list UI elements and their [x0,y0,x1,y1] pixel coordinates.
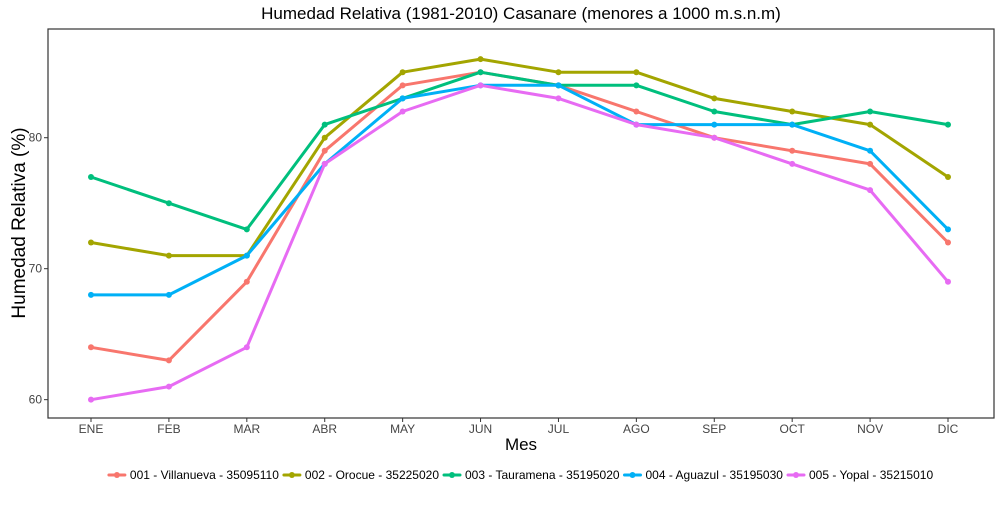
data-point [945,239,951,246]
legend-label: 003 - Tauramena - 35195020 [465,468,620,482]
data-point [243,344,250,351]
data-point [711,134,718,141]
legend-key-point [113,472,120,478]
data-point [477,69,484,76]
x-tick-label: ABR [312,422,337,436]
data-point [399,108,406,115]
data-point [477,82,484,89]
series-line [89,83,950,402]
legend-label: 004 - Aguazul - 35195030 [646,468,784,482]
data-point [88,396,94,403]
x-tick-label: MAY [390,422,415,436]
x-tick-label: NOV [857,422,883,436]
data-point [243,226,250,233]
data-point [243,278,250,285]
x-tick-label: JUL [548,422,570,436]
data-point [555,69,562,76]
data-point [789,121,796,128]
legend-key-point [288,472,295,478]
data-point [399,95,406,102]
data-point [789,147,796,154]
data-point [165,357,172,364]
x-tick-label: JUN [469,422,492,436]
data-point [165,252,172,259]
series-layer [88,56,951,403]
data-point [711,108,718,115]
legend-item: 002 - Orocue - 35225020 [282,468,439,482]
x-tick-label: AGO [623,422,650,436]
axis-layer: ENE FEB MAR ABR MAY JUN JUL AGO SEP OCT NOV DIC 60 70… [29,131,959,436]
chart-title: Humedad Relativa (1981-2010) Casanare (m… [261,4,781,23]
data-point [88,291,94,298]
x-tick-label: FEB [157,422,180,436]
legend-item: 004 - Aguazul - 35195030 [623,468,784,482]
data-point [867,160,874,167]
y-tick-label: 60 [29,393,43,407]
data-point [789,108,796,115]
data-point [945,226,951,233]
data-point [321,147,328,154]
data-point [88,174,94,181]
data-point [633,121,640,128]
x-tick-label: SEP [702,422,726,436]
data-point [88,344,94,351]
legend-key-point [449,472,455,478]
legend-key-point [793,472,799,478]
data-point [633,69,640,76]
data-point [399,69,406,76]
data-point [867,108,874,115]
x-axis-title: Mes [505,435,537,454]
legend-item: 005 - Yopal - 35215010 [786,468,933,482]
data-point [88,239,94,246]
x-tick-label: MAR [233,422,260,436]
data-point [789,160,796,167]
data-point [945,121,951,128]
data-point [945,278,951,285]
data-point [867,147,874,154]
y-tick-label: 80 [29,131,43,145]
series-line [89,70,950,231]
legend-label: 005 - Yopal - 35215010 [809,468,933,482]
legend-key-point [629,472,636,478]
legend-label: 002 - Orocue - 35225020 [305,468,439,482]
data-point [867,187,874,194]
y-tick-label: 70 [29,262,43,276]
series-line [89,57,950,258]
data-point [165,291,172,298]
data-point [399,82,406,89]
data-point [555,82,562,89]
data-point [477,56,484,63]
data-point [243,252,250,259]
legend-item: 003 - Tauramena - 35195020 [442,468,620,482]
series-line [89,83,950,297]
data-point [867,121,874,128]
series-2 [88,56,951,259]
data-point [711,121,718,128]
data-point [945,174,951,181]
y-axis-title: Humedad Relativa (%) [9,127,30,318]
data-point [555,95,562,102]
x-tick-label: OCT [780,422,806,436]
x-tick-label: ENE [79,422,104,436]
data-point [165,383,172,390]
data-point [321,134,328,141]
data-point [321,160,328,167]
data-point [711,95,718,102]
series-5 [88,82,951,403]
x-tick-label: DIC [938,422,959,436]
data-point [633,82,640,89]
data-point [165,200,172,207]
legend-label: 001 - Villanueva - 35095110 [130,468,279,482]
plot-panel [47,28,995,419]
legend-item: 001 - Villanueva - 35095110 [107,468,279,482]
data-point [321,121,328,128]
legend: 001 - Villanueva - 35095110 002 - Orocue … [107,468,933,482]
data-point [633,108,640,115]
